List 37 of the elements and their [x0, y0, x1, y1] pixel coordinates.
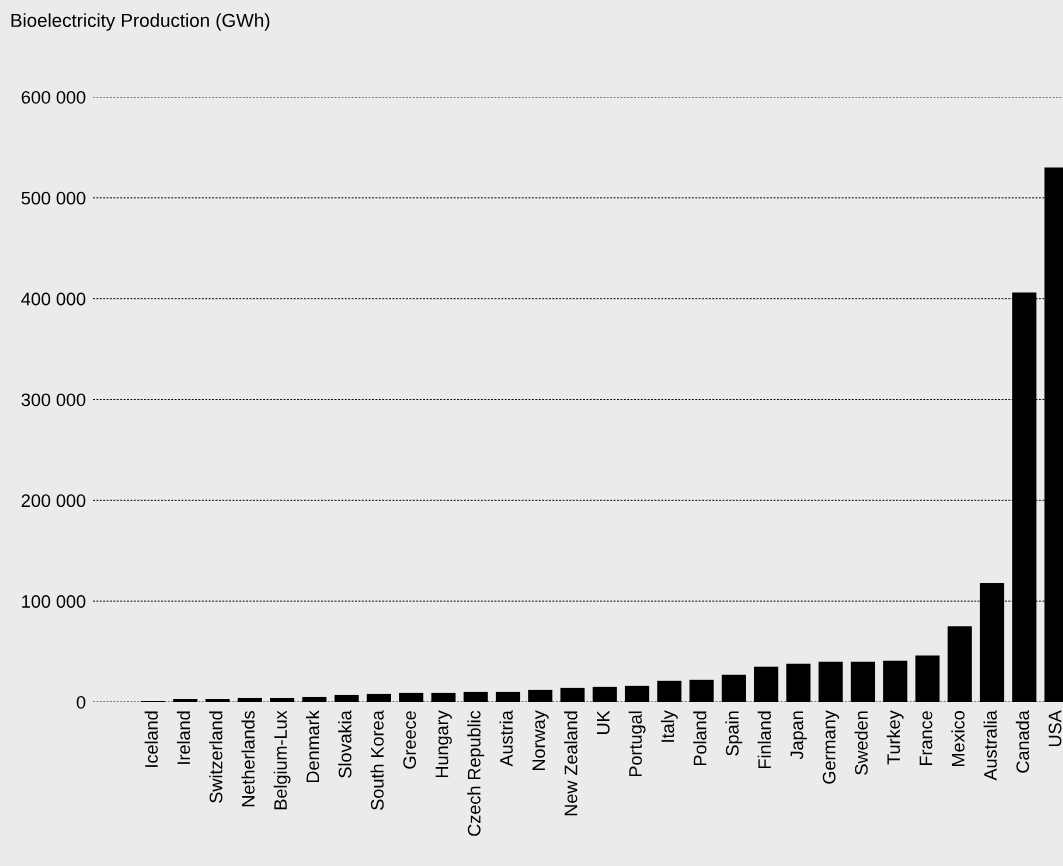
x-tick-label: France	[919, 711, 933, 766]
chart-title: Bioelectricity Production (GWh)	[11, 13, 270, 31]
x-tick-label: Spain	[725, 711, 743, 756]
x-tick-label: Turkey	[886, 710, 904, 765]
y-tick-label: 400 000	[21, 292, 86, 306]
x-tick-label: Japan	[790, 711, 807, 760]
x-tick-label: Canada	[1015, 710, 1030, 773]
x-tick-label: Slovakia	[338, 710, 352, 778]
x-tick-label: Switzerland	[209, 711, 223, 803]
x-tick-label: Portugal	[628, 711, 646, 777]
y-tick-label: 300 000	[21, 393, 86, 407]
x-tick-label: Greece	[403, 711, 417, 769]
x-tick-label: Norway	[532, 710, 549, 771]
x-tick-label: Netherlands	[241, 710, 255, 807]
x-tick-label: Hungary	[435, 710, 452, 778]
y-tick-label: 0	[76, 695, 86, 709]
y-tick-label: 500 000	[21, 191, 86, 205]
x-tick-label: Belgium-Lux	[273, 710, 291, 810]
x-tick-label: Iceland	[144, 711, 158, 767]
y-tick-label: 100 000	[22, 595, 86, 608]
x-tick-label: Czech Republic	[467, 710, 485, 836]
x-tick-label: Poland	[693, 711, 707, 766]
x-tick-label: South Korea	[370, 710, 384, 810]
x-tick-label: Mexico	[951, 711, 965, 767]
x-tick-label: Germany	[822, 710, 840, 784]
x-tick-label: Denmark	[305, 710, 320, 783]
x-tick-label: Finland	[757, 711, 771, 769]
x-tick-label: UK	[597, 710, 610, 735]
y-tick-label: 600 000	[21, 90, 86, 104]
x-tick-label: USA	[1048, 710, 1062, 747]
x-tick-label: Italy	[660, 710, 678, 742]
x-tick-label: Sweden	[854, 711, 868, 775]
x-tick-label: Austria	[499, 710, 513, 767]
y-tick-label: 200 000	[21, 494, 86, 508]
x-tick-label: Ireland	[176, 711, 191, 764]
x-tick-label: Australia	[983, 710, 997, 781]
x-tick-label: New Zealand	[564, 711, 578, 816]
